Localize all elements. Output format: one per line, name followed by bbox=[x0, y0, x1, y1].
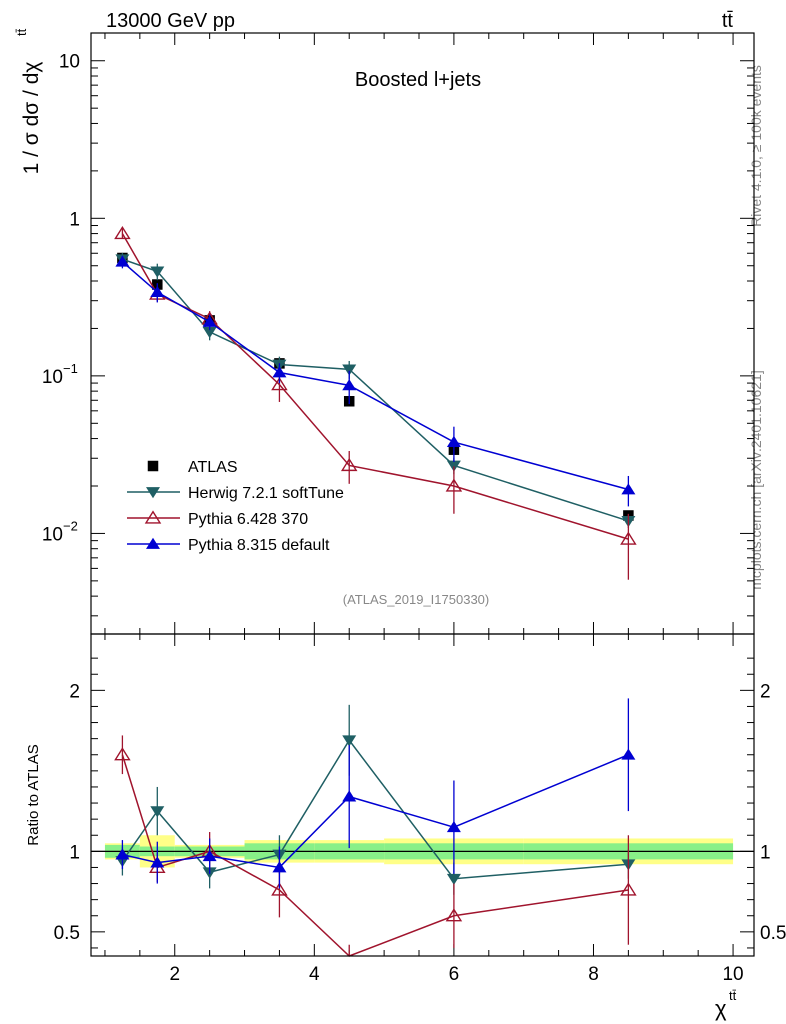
x-axis-sup: tt̄ bbox=[729, 988, 737, 1003]
x-tick-label: 8 bbox=[588, 964, 599, 985]
x-tick-label: 6 bbox=[449, 964, 460, 985]
series-line bbox=[121, 261, 629, 491]
data-point bbox=[114, 225, 131, 240]
data-point bbox=[342, 379, 357, 391]
main-y-tick-label: 10 −1 bbox=[42, 361, 78, 388]
ratio-point bbox=[342, 790, 357, 802]
data-point bbox=[150, 266, 165, 278]
main-y-tick-base: 10 bbox=[42, 367, 63, 388]
data-point bbox=[202, 315, 217, 327]
data-point bbox=[272, 366, 287, 378]
legend-marker bbox=[147, 460, 159, 472]
main-y-tick-label: 10 −2 bbox=[42, 518, 78, 545]
x-tick-label: 4 bbox=[309, 964, 320, 985]
main-y-axis-text: 1 / σ dσ / dχ bbox=[20, 62, 43, 175]
ratio-point bbox=[114, 747, 131, 761]
main-series-group bbox=[114, 225, 637, 580]
ratio-point bbox=[342, 735, 357, 747]
ratio-series-group bbox=[114, 698, 637, 957]
ratio-point bbox=[115, 848, 130, 860]
main-y-tick-exp: −1 bbox=[63, 361, 78, 376]
legend: ATLAS Herwig 7.2.1 softTune Pythia 6.428 3… bbox=[127, 459, 344, 554]
main-y-axis-sup: tt̄ bbox=[14, 28, 29, 36]
ratio-y-tick-label-right: 0.5 bbox=[760, 923, 786, 944]
series-line bbox=[122, 258, 629, 522]
x-axis-text: χ bbox=[715, 996, 727, 1021]
ratio-plot-frame bbox=[90, 633, 755, 957]
ratio-y-tick-label: 2 bbox=[69, 681, 80, 702]
ratio-series-herwig-7-2-1-softtune bbox=[115, 704, 636, 895]
main-y-axis-label: 1 / σ dσ / dχ tt̄ bbox=[14, 28, 43, 174]
data-point bbox=[202, 327, 217, 339]
ratio-point bbox=[620, 882, 637, 896]
legend-marker bbox=[144, 510, 162, 524]
legend-entry: Herwig 7.2.1 softTune bbox=[127, 485, 344, 502]
plot-title: Boosted l+jets bbox=[355, 69, 481, 91]
analysis-id: (ATLAS_2019_I1750330) bbox=[343, 592, 489, 607]
ratio-point bbox=[272, 861, 287, 873]
main-series-atlas bbox=[117, 252, 634, 521]
ratio-point bbox=[150, 856, 165, 868]
ratio-uncertainty-band bbox=[91, 835, 754, 868]
process-label: tt̄ bbox=[722, 10, 734, 32]
legend-label: Pythia 8.315 default bbox=[188, 537, 330, 554]
data-point bbox=[340, 457, 358, 472]
ratio-series-pythia-8-315-default bbox=[115, 698, 636, 889]
mcplots-label: mcplots.cern.ch [arXiv:2401.10621] bbox=[748, 370, 764, 589]
data-point bbox=[446, 460, 461, 472]
data-point bbox=[446, 435, 461, 447]
energy-label: 13000 GeV pp bbox=[106, 10, 235, 32]
data-point bbox=[620, 531, 637, 545]
data-point bbox=[445, 478, 463, 492]
x-tick-label: 10 bbox=[722, 964, 743, 985]
legend-entry: ATLAS bbox=[147, 459, 238, 476]
ratio-point bbox=[202, 849, 217, 862]
data-point bbox=[621, 483, 636, 495]
main-y-tick-base: 10 bbox=[59, 52, 80, 73]
main-y-tick-label: 10 bbox=[59, 52, 80, 73]
ratio-y-tick-label: 0.5 bbox=[54, 923, 80, 944]
ratio-y-axis-label: Ratio to ATLAS bbox=[25, 744, 42, 845]
ratio-point bbox=[446, 873, 461, 886]
ratio-y-tick-label-right: 1 bbox=[760, 842, 771, 863]
ratio-point bbox=[150, 806, 165, 818]
main-y-tick-label: 1 bbox=[69, 209, 80, 230]
main-y-tick-base: 10 bbox=[42, 524, 63, 545]
ratio-point bbox=[445, 908, 463, 922]
legend-marker bbox=[146, 487, 160, 499]
ratio-y-tick-label: 1 bbox=[69, 842, 80, 863]
legend-label: Pythia 6.428 370 bbox=[188, 511, 308, 528]
main-y-tick-base: 1 bbox=[69, 209, 80, 230]
legend-label: ATLAS bbox=[188, 459, 238, 476]
legend-marker bbox=[146, 537, 160, 549]
main-y-tick-exp: −2 bbox=[63, 518, 78, 533]
legend-entry: Pythia 8.315 default bbox=[127, 537, 330, 554]
ratio-point bbox=[621, 748, 636, 760]
data-point bbox=[115, 255, 130, 267]
x-axis-label: χ tt̄ bbox=[715, 988, 737, 1021]
data-point bbox=[271, 376, 288, 391]
ratio-point bbox=[446, 820, 461, 833]
ratio-y-tick-label-right: 2 bbox=[760, 681, 771, 702]
rivet-version-label: Rivet 4.1.0, ≥ 100k events bbox=[748, 65, 764, 227]
data-point bbox=[150, 285, 165, 298]
data-point bbox=[342, 364, 357, 376]
main-series-pythia-8-315-default bbox=[115, 255, 636, 507]
x-tick-label: 2 bbox=[169, 964, 180, 985]
legend-entry: Pythia 6.428 370 bbox=[127, 510, 308, 528]
legend-label: Herwig 7.2.1 softTune bbox=[188, 485, 344, 502]
ratio-point bbox=[271, 882, 288, 896]
